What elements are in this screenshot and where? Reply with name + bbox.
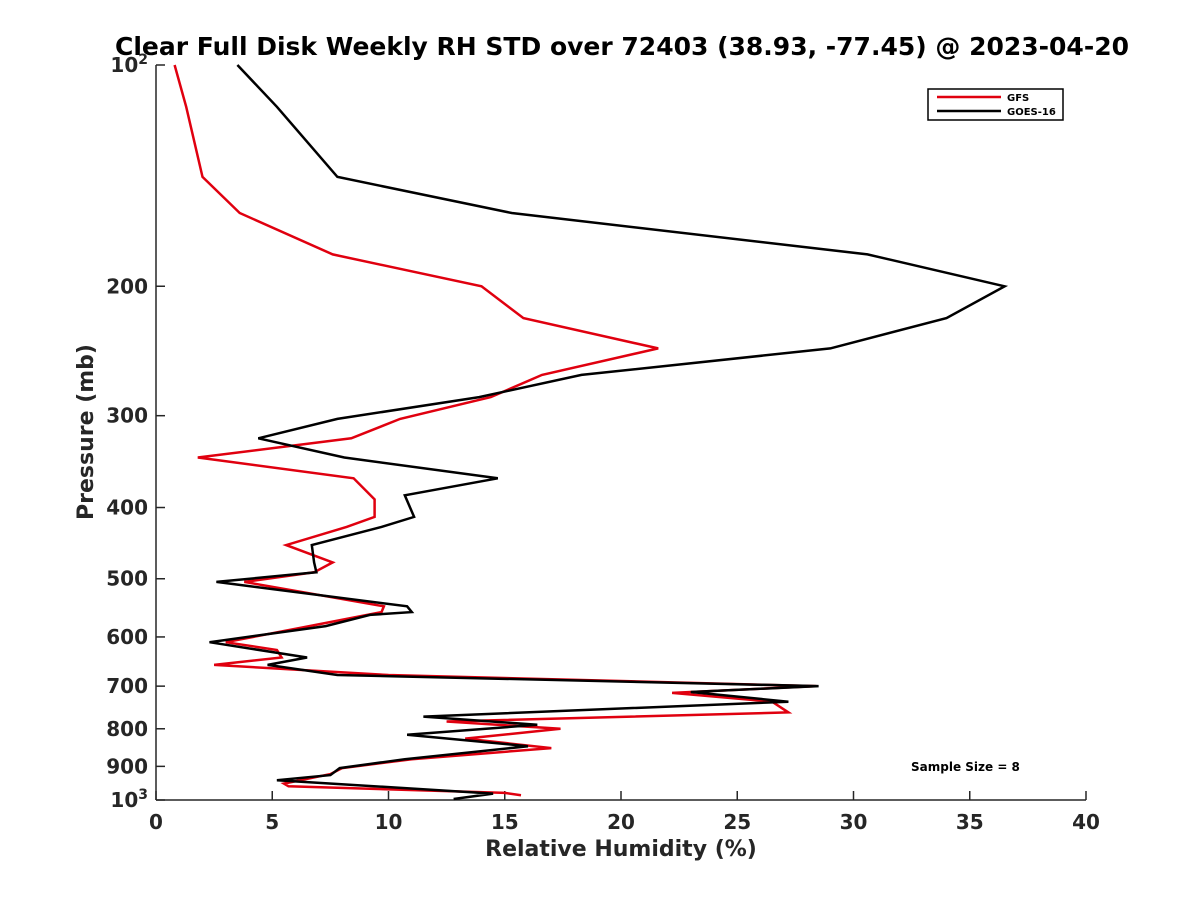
series-line-gfs xyxy=(173,64,817,797)
plot-area xyxy=(156,65,1086,800)
x-tick-label: 10 xyxy=(375,810,403,834)
x-tick-label: 40 xyxy=(1072,810,1100,834)
y-axis-label: Pressure (mb) xyxy=(74,344,99,520)
y-tick-label: 102 xyxy=(110,52,148,77)
y-tick-label: 800 xyxy=(106,717,148,741)
legend-label-gfs: GFS xyxy=(1007,93,1029,104)
series-line-goes-16 xyxy=(209,64,1009,801)
x-axis-label: Relative Humidity (%) xyxy=(485,837,757,862)
sample-size-annotation: Sample Size = 8 xyxy=(911,760,1020,774)
series-lines xyxy=(173,64,1009,801)
y-tick-label: 900 xyxy=(106,754,148,778)
x-tick-label: 0 xyxy=(149,810,163,834)
y-tick-label: 300 xyxy=(106,404,148,428)
y-tick-label: 700 xyxy=(106,674,148,698)
y-tick-label: 200 xyxy=(106,274,148,298)
x-tick-label: 5 xyxy=(265,810,279,834)
x-ticks: 0 5 10 15 20 25 30 35 40 xyxy=(149,791,1100,834)
y-tick-label: 103 xyxy=(110,787,148,812)
y-tick-label: 400 xyxy=(106,496,148,520)
chart-title: Clear Full Disk Weekly RH STD over 72403… xyxy=(115,32,1129,61)
legend: GFS GOES-16 xyxy=(927,88,1064,121)
x-tick-label: 15 xyxy=(491,810,519,834)
y-ticks: 102 200 300 400 500 600 700 800 900 103 xyxy=(106,52,165,812)
legend-box xyxy=(927,88,1064,121)
x-tick-label: 30 xyxy=(840,810,868,834)
legend-label-goes-16: GOES-16 xyxy=(1007,107,1056,118)
x-tick-label: 25 xyxy=(723,810,751,834)
y-tick-label: 500 xyxy=(106,567,148,591)
x-tick-label: 35 xyxy=(956,810,984,834)
y-tick-label: 600 xyxy=(106,625,148,649)
x-tick-label: 20 xyxy=(607,810,635,834)
